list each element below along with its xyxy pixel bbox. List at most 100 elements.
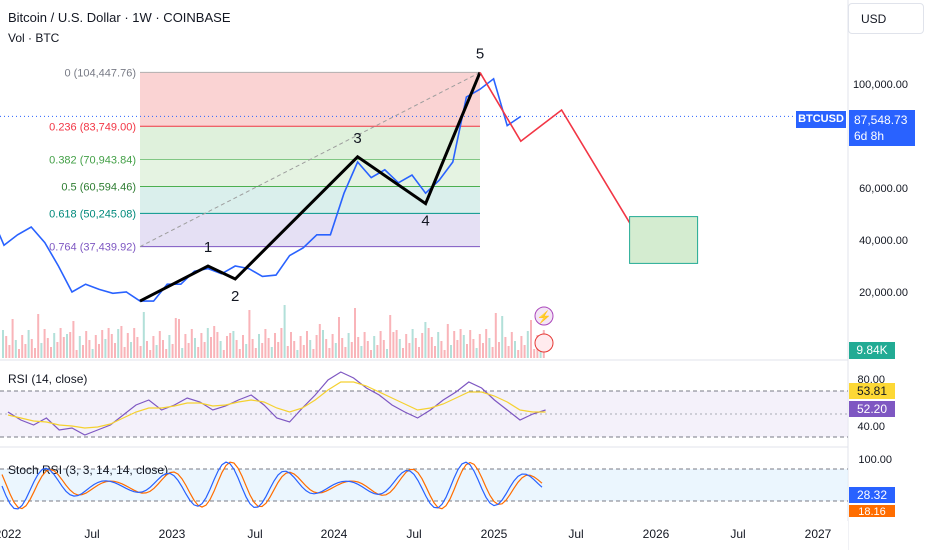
time-axis-tick: 2026 — [643, 527, 670, 541]
volume-bar — [360, 346, 363, 358]
volume-bar — [280, 328, 283, 358]
fib-level-label: 0.618 (50,245.08) — [49, 208, 136, 220]
volume-bar — [248, 310, 251, 358]
fib-level-label: 0.236 (83,749.00) — [49, 121, 136, 133]
volume-bar — [277, 342, 280, 358]
wave-label-3: 3 — [353, 130, 361, 147]
volume-bar — [206, 328, 209, 358]
lightning-icon-glyph: ⚡ — [537, 310, 552, 324]
volume-bar — [293, 341, 296, 358]
time-axis-tick: 2022 — [0, 527, 22, 541]
volume-bar — [165, 349, 168, 358]
time-axis-tick: Jul — [568, 527, 583, 541]
volume-bar — [126, 333, 129, 358]
time-axis-tick: Jul — [406, 527, 421, 541]
volume-bar — [488, 338, 491, 358]
volume-bar — [232, 331, 235, 358]
volume-bar — [123, 347, 126, 358]
volume-bar — [456, 340, 459, 358]
wave-label-5: 5 — [476, 45, 484, 62]
stoch-value-d: 18.16 — [858, 506, 886, 518]
volume-bar — [254, 348, 257, 358]
volume-bar — [133, 328, 136, 358]
volume-bar — [264, 329, 267, 358]
volume-bar — [402, 348, 404, 358]
volume-bar — [136, 337, 139, 358]
volume-bar — [75, 350, 78, 358]
target-zone — [629, 216, 699, 264]
volume-bar — [514, 341, 516, 358]
volume-bar — [414, 338, 417, 358]
volume-bar — [197, 347, 200, 358]
volume-bar — [462, 335, 465, 358]
volume-bar — [504, 337, 507, 358]
wave-label-2: 2 — [231, 288, 239, 305]
chart-title: Bitcoin / U.S. Dollar · 1W · COINBASE — [8, 10, 231, 25]
volume-bar — [427, 328, 430, 358]
volume-bar — [322, 330, 324, 358]
volume-bar — [382, 340, 385, 358]
volume-bar — [334, 343, 337, 358]
volume-value: 9.84K — [849, 342, 895, 359]
rsi-tick: 40.00 — [857, 421, 885, 433]
time-axis-tick: Jul — [247, 527, 262, 541]
volume-bar — [267, 338, 270, 358]
volume-bar — [40, 343, 43, 358]
rsi-value-2: 52.20 — [857, 402, 887, 416]
volume-bar — [530, 320, 532, 358]
price-axis-tick: 60,000.00 — [859, 183, 908, 195]
volume-bar — [523, 345, 526, 358]
volume-bar — [437, 332, 440, 358]
volume-bar — [357, 337, 360, 358]
volume-bar — [331, 334, 334, 358]
volume-bar — [469, 330, 472, 358]
volume-bar — [168, 335, 171, 358]
volume-bar — [120, 326, 123, 358]
volume-bar — [149, 350, 152, 358]
symbol-tag: BTCUSD — [796, 111, 846, 128]
stoch-value-k: 28.32 — [857, 488, 887, 502]
volume-bar — [482, 343, 484, 358]
volume-bar — [376, 345, 379, 358]
volume-bar — [299, 336, 302, 358]
currency-button[interactable]: USD — [848, 3, 924, 34]
time-axis-tick: 2024 — [321, 527, 348, 541]
volume-bar — [238, 349, 241, 358]
volume-bar — [501, 316, 504, 358]
volume-bar — [434, 346, 436, 358]
volume-bar — [50, 347, 52, 358]
volume-bar — [466, 344, 468, 358]
volume-bar — [142, 312, 145, 358]
volume-bar — [101, 330, 104, 358]
volume-bar — [520, 336, 523, 358]
volume-bar — [37, 314, 40, 358]
time-axis-tick: Jul — [84, 527, 99, 541]
volume-bar — [459, 329, 462, 358]
volume-bar — [46, 338, 49, 358]
current-price-box: 87,548.73 6d 8h — [849, 110, 915, 146]
volume-bar — [405, 334, 408, 358]
volume-bar — [181, 348, 184, 358]
volume-bar — [94, 335, 97, 358]
volume-bar — [398, 339, 401, 358]
volume-bar — [104, 339, 107, 358]
volume-bar — [424, 322, 427, 358]
volume-bar — [485, 329, 488, 358]
volume-bar — [309, 340, 312, 358]
volume-bar — [174, 318, 177, 358]
volume-bar — [194, 338, 196, 358]
volume-bar — [88, 340, 91, 358]
volume-bar — [392, 332, 395, 358]
volume-bar — [85, 331, 88, 358]
volume-bar — [245, 344, 248, 358]
fib-level-label: 0.382 (70,943.84) — [49, 155, 136, 167]
rsi-value-1: 53.81 — [857, 384, 887, 398]
volume-bar — [30, 339, 33, 358]
volume-bar — [18, 349, 20, 358]
volume-bar — [472, 339, 475, 358]
volume-bar — [430, 337, 433, 358]
volume-bar — [235, 340, 238, 358]
volume-bar — [219, 341, 222, 358]
volume-bar — [66, 334, 68, 358]
